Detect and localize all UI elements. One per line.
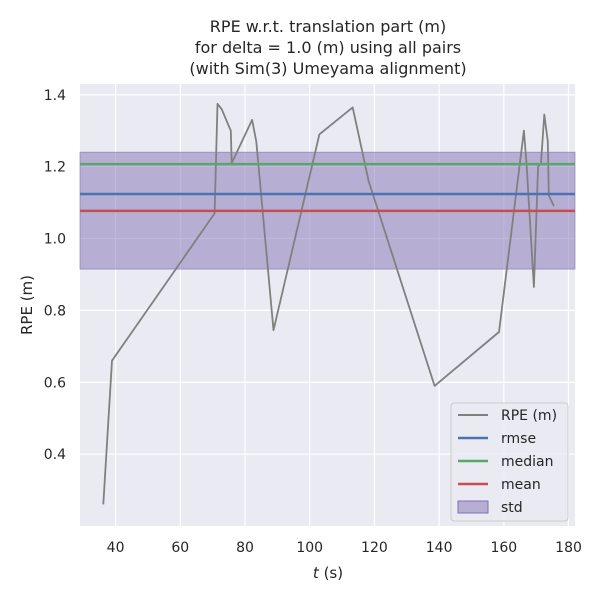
x-tick-label: 120 [361,540,388,556]
data-layer [79,102,576,505]
x-tick-label: 100 [296,540,323,556]
y-axis-label: RPE (m) [18,275,36,335]
legend-frame [450,402,569,522]
x-axis-label: t (s) [313,564,343,582]
x-tick-label: 140 [426,540,453,556]
legend-std-label: std [501,500,523,516]
x-axis-label-var: t [313,564,320,582]
chart-title-line-1: RPE w.r.t. translation part (m) [210,17,446,36]
legend: RPE (m) rmse median mean std [450,402,569,522]
x-tick-label: 40 [107,540,125,556]
y-tick-label: 0.6 [44,375,66,391]
legend-median-label: median [501,454,553,470]
legend-rmse-label: rmse [501,431,536,447]
x-axis-label-unit: (s) [319,564,343,582]
tick-labels: 40 60 80 100 120 140 160 180 0.4 0.6 0.8 1.0 1.2 1.4 [44,88,582,556]
x-tick-label: 80 [236,540,254,556]
y-tick-label: 0.8 [44,303,66,319]
legend-std-swatch [457,500,489,514]
chart-title-line-2: for delta = 1.0 (m) using all pairs [195,38,461,57]
chart-title-line-3: (with Sim(3) Umeyama alignment) [189,59,466,78]
x-tick-label: 60 [171,540,189,556]
y-tick-label: 0.4 [44,447,66,463]
legend-mean-label: mean [501,477,541,493]
x-tick-label: 180 [555,540,582,556]
y-tick-label: 1.2 [44,160,66,176]
rpe-series-line [102,102,555,505]
legend-rpe-label: RPE (m) [501,408,557,424]
y-tick-label: 1.4 [44,88,66,104]
x-tick-label: 160 [490,540,517,556]
y-tick-label: 1.0 [44,232,66,248]
